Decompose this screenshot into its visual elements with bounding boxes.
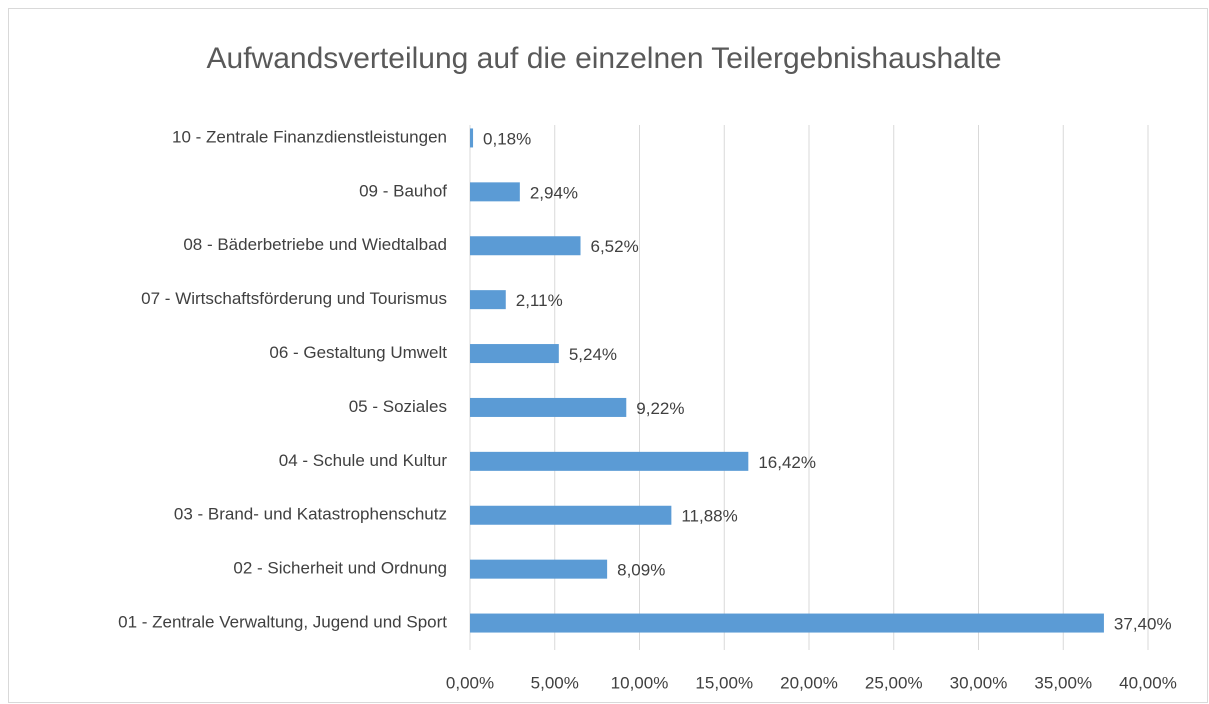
value-label: 8,09%	[617, 561, 665, 580]
y-tick-label: 04 - Schule und Kultur	[279, 451, 448, 470]
bar	[470, 451, 749, 471]
y-tick-label: 05 - Soziales	[349, 397, 447, 416]
value-label: 5,24%	[569, 345, 617, 364]
value-label: 11,88%	[681, 507, 737, 526]
value-label: 2,11%	[516, 291, 563, 310]
x-tick-label: 5,00%	[531, 673, 579, 692]
x-tick-label: 20,00%	[780, 673, 838, 692]
value-label: 16,42%	[758, 453, 816, 472]
y-tick-label: 09 - Bauhof	[359, 181, 447, 200]
bar	[470, 182, 520, 202]
x-tick-label: 40,00%	[1119, 673, 1177, 692]
value-label: 9,22%	[636, 399, 684, 418]
bar	[470, 397, 627, 417]
y-tick-label: 10 - Zentrale Finanzdienstleistungen	[172, 127, 447, 146]
bar	[470, 236, 581, 256]
y-tick-label: 08 - Bäderbetriebe und Wiedtalbad	[183, 235, 447, 254]
value-label: 0,18%	[483, 129, 531, 148]
x-tick-label: 10,00%	[611, 673, 669, 692]
value-label: 2,94%	[530, 183, 578, 202]
chart-border	[8, 8, 1208, 703]
bar	[470, 344, 559, 364]
chart-title: Aufwandsverteilung auf die einzelnen Tei…	[207, 42, 1002, 75]
x-tick-label: 35,00%	[1034, 673, 1092, 692]
bar	[470, 290, 506, 310]
value-label: 37,40%	[1114, 615, 1172, 634]
bar	[470, 613, 1104, 633]
x-tick-label: 25,00%	[865, 673, 923, 692]
bar	[470, 505, 672, 525]
y-tick-label: 01 - Zentrale Verwaltung, Jugend und Spo…	[118, 613, 447, 632]
y-tick-label: 06 - Gestaltung Umwelt	[269, 343, 447, 362]
x-tick-label: 15,00%	[695, 673, 753, 692]
x-tick-label: 0,00%	[446, 673, 494, 692]
bar	[470, 559, 608, 579]
y-tick-label: 07 - Wirtschaftsförderung und Tourismus	[141, 289, 447, 308]
y-tick-label: 03 - Brand- und Katastrophenschutz	[174, 505, 447, 524]
value-label: 6,52%	[591, 237, 639, 256]
x-tick-label: 30,00%	[950, 673, 1008, 692]
y-tick-label: 02 - Sicherheit und Ordnung	[233, 559, 447, 578]
bar	[470, 128, 474, 148]
